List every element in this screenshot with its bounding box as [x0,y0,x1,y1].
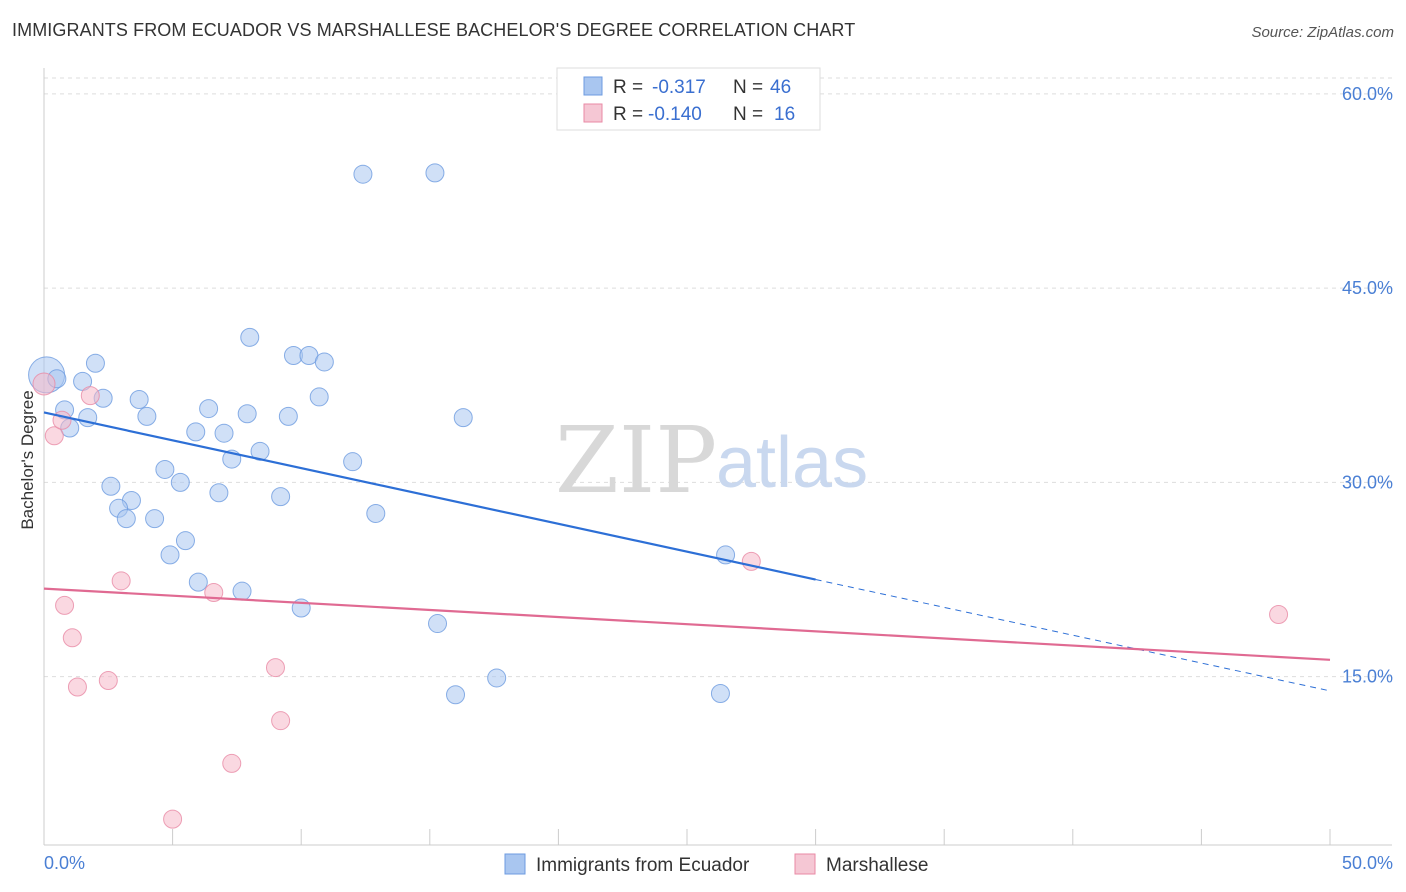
ecuador-point [175,531,195,551]
marshallese-point [111,571,131,591]
marshallese-point [265,658,285,678]
y-tick-label-2: 45.0% [1342,278,1393,298]
marshallese-point [80,386,100,406]
ecuador-point [85,353,105,373]
ecuador-point [314,352,334,372]
ecuador-point [240,327,260,347]
watermark-atlas: atlas [716,423,868,503]
ecuador-point [710,683,730,703]
marshallese-point [55,595,75,615]
marshallese-point [67,677,87,697]
legend-label-ecuador: Immigrants from Ecuador [536,855,750,876]
marshallese-point [44,426,64,446]
stats-r-value-ecuador: -0.317 [652,77,706,98]
ecuador-point [278,406,298,426]
ecuador-point [188,572,208,592]
ecuador-point [343,452,363,472]
marshallese-point [271,711,291,731]
ecuador-point [214,423,234,443]
legend-label-marshallese: Marshallese [826,855,928,876]
stats-n-label-marshallese: N = [733,104,763,125]
stats-swatch-ecuador [583,76,603,96]
ecuador-point [366,503,386,523]
ecuador-point [145,509,165,529]
ecuador-point [487,668,507,688]
x-tick-labels: 0.0% 50.0% [44,853,1393,873]
y-tick-label-3: 60.0% [1342,84,1393,104]
legend-swatch-marshallese [794,853,816,875]
stats-legend: R = -0.317 N = 46 R = -0.140 N = 16 [556,67,821,131]
stats-r-label-ecuador: R = [613,77,643,98]
stats-swatch-marshallese [583,103,603,123]
ecuador-point [101,476,121,496]
ecuador-point [453,408,473,428]
ecuador-point [116,509,136,529]
axes [43,68,1392,846]
ecuador-point [155,459,175,479]
marshallese-point [1269,604,1289,624]
marshallese-point [98,671,118,691]
ecuador-point [446,685,466,705]
ecuador-point [129,390,149,410]
ecuador-point [425,163,445,183]
ecuador-point [353,164,373,184]
ecuador-point [271,487,291,507]
ecuador-point [186,422,206,442]
ecuador-point [309,387,329,407]
legend-swatch-ecuador [504,853,526,875]
ecuador-point [160,545,180,565]
stats-r-label-marshallese: R = [613,104,643,125]
ecuador-point [170,472,190,492]
stats-r-value-marshallese: -0.140 [648,104,702,125]
x-tick-label-min: 0.0% [44,853,85,873]
marshallese-point [163,809,183,829]
marshallese-point [62,628,82,648]
trendlines [43,411,1331,692]
marshallese-point [32,372,56,396]
marshallese-point [222,753,242,773]
source-label: Source: ZipAtlas.com [1251,24,1394,41]
ecuador-trendline [43,411,816,581]
ecuador-point [232,581,252,601]
watermark-zip: ZIP [555,407,717,514]
y-tick-label-0: 15.0% [1342,667,1393,687]
ecuador-point [428,614,448,634]
y-tick-labels: 15.0% 30.0% 45.0% 60.0% [1342,84,1393,687]
stats-n-value-ecuador: 46 [770,77,791,98]
x-axis-ticks [43,829,1331,845]
ecuador-point [137,406,157,426]
marshallese-trendline [43,587,1331,661]
y-tick-label-1: 30.0% [1342,472,1393,492]
data-points [28,163,1289,829]
ecuador-point [199,399,219,419]
y-axis-title: Bachelor's Degree [18,390,37,529]
x-tick-label-max: 50.0% [1342,853,1393,873]
ecuador-point [209,483,229,503]
watermark: ZIP atlas [555,407,868,514]
ecuador-point [237,404,257,424]
chart-title: IMMIGRANTS FROM ECUADOR VS MARSHALLESE B… [12,20,856,40]
series-legend: Immigrants from Ecuador Marshallese [504,853,928,876]
stats-n-value-marshallese: 16 [774,104,795,125]
stats-n-label-ecuador: N = [733,77,763,98]
